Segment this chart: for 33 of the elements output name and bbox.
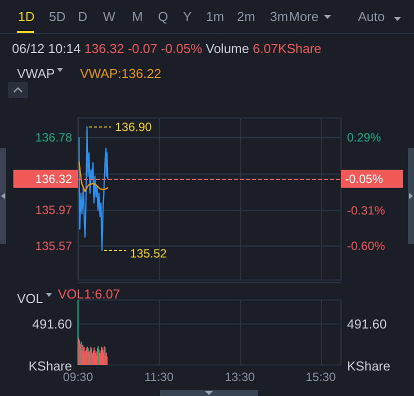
text: 1D <box>18 9 35 24</box>
text: 5D <box>49 9 66 24</box>
text: M <box>132 9 143 24</box>
legend-title: VWAP <box>17 66 55 81</box>
text: Y <box>183 9 192 24</box>
y-tick-label: 135.97 <box>35 203 72 218</box>
chart-title: VOL <box>17 291 44 306</box>
y2-tick-label: -0.05% <box>345 172 384 186</box>
text: VWAP:136.22 <box>80 66 162 81</box>
text: 3m <box>270 9 288 24</box>
text: More <box>289 9 319 24</box>
text: KShare <box>347 358 390 374</box>
x-tick-label: 13:30 <box>224 370 256 384</box>
text: 1m <box>206 9 224 24</box>
y2-tick-label: -0.31% <box>347 204 386 218</box>
text: 491.60 <box>347 316 387 332</box>
ref-line-label: 136.32 <box>35 172 72 186</box>
annotation: 136.90 <box>114 120 152 134</box>
text: 491.60 <box>32 316 72 332</box>
text: Q <box>158 9 168 24</box>
y2-tick-label: -0.60% <box>347 238 386 253</box>
text: Auto <box>358 9 385 24</box>
y-tick-label: 135.57 <box>35 238 72 253</box>
annotation: 135.52 <box>130 246 168 260</box>
text: W <box>103 9 116 24</box>
chart-subtitle: 06/12 10:14 136.32 -0.07 -0.05% Volume 6.07KShare <box>12 41 322 56</box>
annotation: VOL1:6.07 <box>58 286 120 302</box>
x-tick-label: 15:30 <box>306 370 336 384</box>
text: 2m <box>237 9 256 24</box>
y2-tick-label: 0.29% <box>347 130 382 144</box>
text: D <box>78 9 88 24</box>
x-tick-label: 11:30 <box>144 370 174 384</box>
y-tick-label: 136.78 <box>35 130 72 145</box>
